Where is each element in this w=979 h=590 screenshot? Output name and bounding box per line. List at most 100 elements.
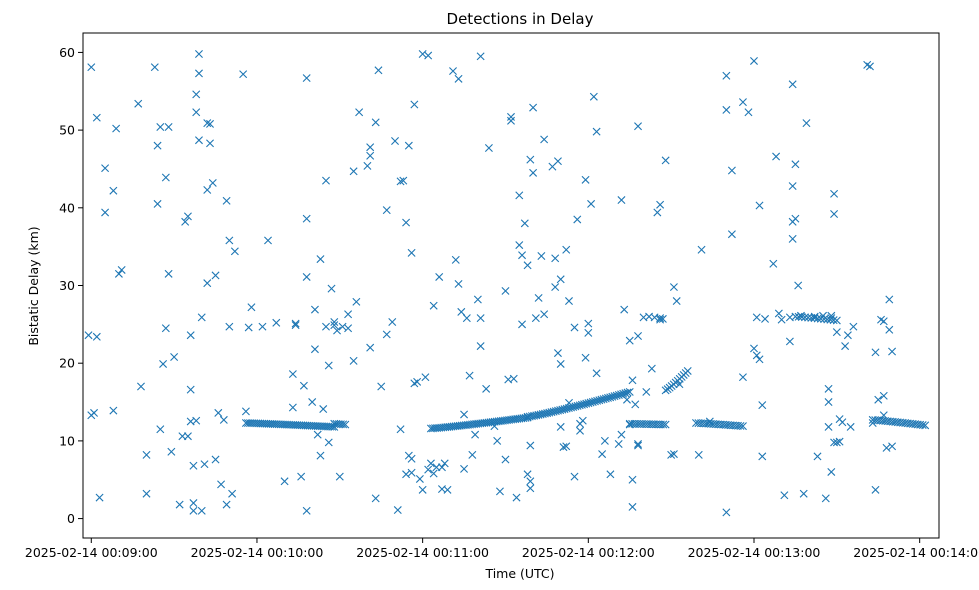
data-point (738, 373, 747, 382)
data-point (879, 317, 888, 326)
data-point (454, 279, 463, 288)
data-point (509, 374, 518, 383)
data-point (625, 336, 634, 345)
x-tick-label: 2025-02-14 00:09:00 (25, 545, 158, 560)
data-point (316, 451, 325, 460)
data-point (374, 66, 383, 75)
data-point (344, 310, 353, 319)
data-point (493, 436, 502, 445)
data-point (534, 293, 543, 302)
data-point (189, 461, 198, 470)
data-point (791, 160, 800, 169)
data-point (562, 442, 571, 451)
data-point (827, 467, 836, 476)
data-point (382, 330, 391, 339)
track-point (813, 314, 822, 323)
track-point (921, 421, 930, 430)
data-point (669, 283, 678, 292)
data-point (799, 489, 808, 498)
track-point (823, 315, 832, 324)
data-point (377, 382, 386, 391)
data-point (413, 377, 422, 386)
data-point (225, 322, 234, 331)
data-point (424, 51, 433, 60)
data-point (402, 218, 411, 227)
data-point (634, 441, 643, 450)
data-point (418, 49, 427, 58)
data-point (515, 241, 524, 250)
data-point (92, 113, 101, 122)
data-point (658, 314, 667, 323)
data-point (460, 464, 469, 473)
y-axis-label: Bistatic Delay (km) (26, 226, 41, 345)
data-point (393, 506, 402, 515)
data-point (404, 141, 413, 150)
data-point (518, 320, 527, 329)
track-point (826, 315, 835, 324)
data-point (402, 470, 411, 479)
data-point (584, 328, 593, 337)
data-point (161, 324, 170, 333)
data-point (330, 321, 339, 330)
data-point (540, 135, 549, 144)
data-point (617, 430, 626, 439)
data-point (363, 161, 372, 170)
data-point (529, 168, 538, 177)
data-point (297, 472, 306, 481)
data-point (421, 373, 430, 382)
data-point (197, 313, 206, 322)
track-point (661, 420, 670, 429)
data-point (813, 452, 822, 461)
data-point (785, 337, 794, 346)
data-point (628, 376, 637, 385)
data-point (183, 212, 192, 221)
data-point (136, 382, 145, 391)
data-point (722, 71, 731, 80)
data-point (849, 322, 858, 331)
data-point (802, 119, 811, 128)
track-point (659, 420, 668, 429)
data-point (755, 355, 764, 364)
y-tick-label: 10 (59, 433, 75, 448)
data-point (371, 118, 380, 127)
data-point (203, 119, 212, 128)
data-point (598, 450, 607, 459)
data-point (473, 295, 482, 304)
data-point (752, 351, 761, 360)
data-point (617, 196, 626, 205)
data-point (84, 331, 93, 340)
data-point (203, 279, 212, 288)
data-point (164, 269, 173, 278)
data-point (634, 332, 643, 340)
data-point (429, 469, 438, 478)
plot-frame (82, 32, 940, 539)
data-point (117, 265, 126, 274)
data-point (669, 450, 678, 459)
data-point (87, 411, 96, 420)
data-point (551, 283, 560, 292)
data-point (788, 80, 797, 89)
chart-title: Detections in Delay (447, 10, 594, 28)
data-point (581, 175, 590, 184)
data-point (553, 349, 562, 358)
data-point (322, 176, 330, 185)
data-point (206, 119, 215, 128)
data-point (192, 90, 201, 99)
data-point (429, 301, 438, 310)
data-point (449, 67, 458, 76)
data-point (291, 319, 300, 328)
data-point (211, 455, 220, 464)
data-point (556, 275, 565, 284)
data-point (526, 155, 535, 164)
data-point (109, 186, 118, 195)
data-point (288, 403, 297, 412)
data-point (722, 508, 731, 517)
data-point (189, 506, 198, 515)
data-point (515, 191, 524, 200)
data-point (523, 470, 532, 479)
data-point (114, 269, 123, 278)
data-point (142, 450, 151, 459)
data-point (407, 468, 416, 477)
data-point (241, 407, 250, 416)
